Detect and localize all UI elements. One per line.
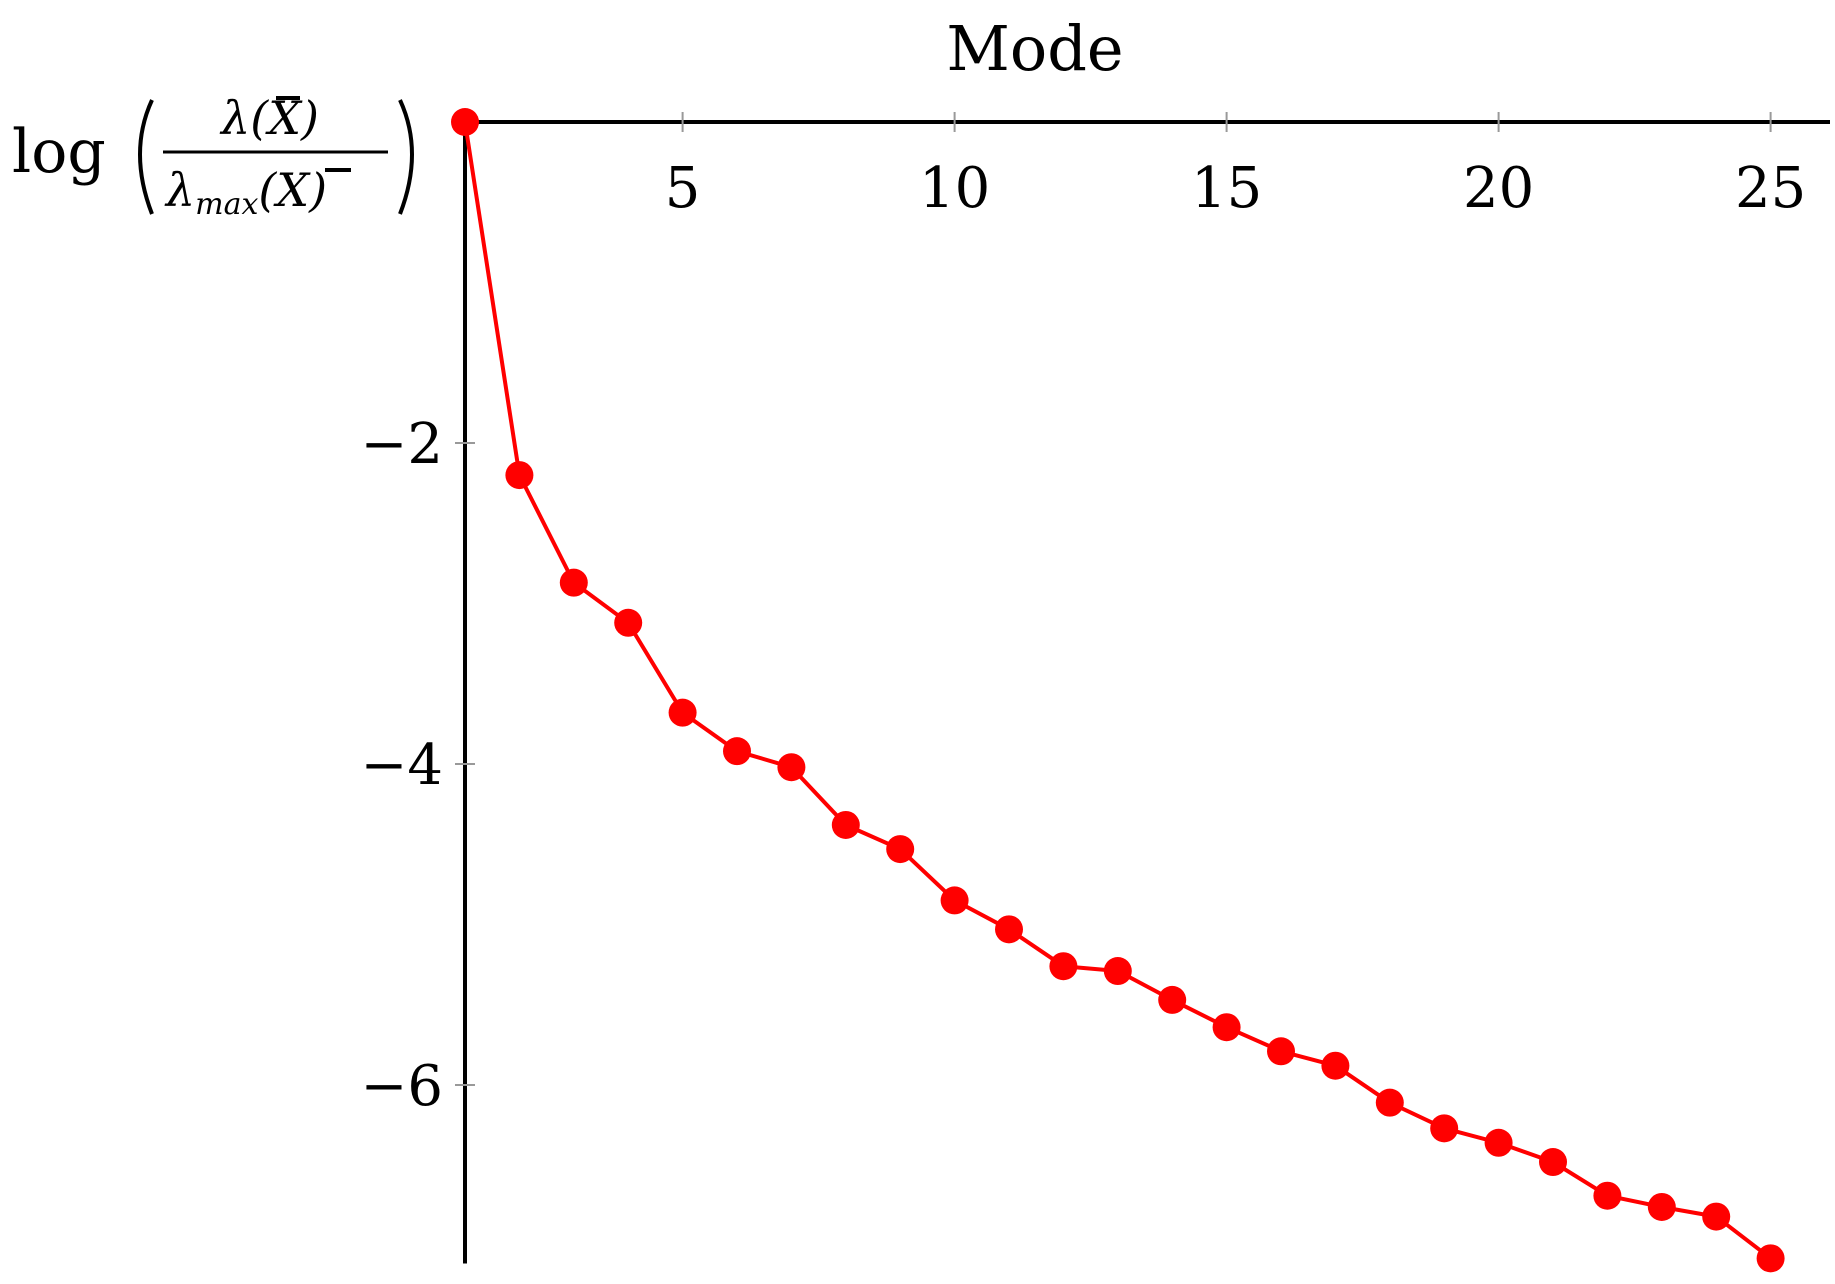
data-point [1647,1192,1676,1221]
data-point [1158,985,1187,1014]
y-axis-title-denominator-arg: (X) [258,163,327,217]
x-tick-label: 5 [665,156,701,221]
data-point [1375,1088,1404,1117]
x-tick-label: 10 [919,156,990,221]
y-tick-label: −2 [360,412,443,477]
data-point [668,698,697,727]
y-tick-label: −6 [360,1054,443,1119]
x-tick-label: 25 [1735,156,1806,221]
y-axis-title-right-paren [398,99,414,215]
data-point [777,753,806,782]
data-point [1321,1051,1350,1080]
data-point [505,461,534,490]
data-point [614,608,643,637]
x-axis-title: Mode [946,12,1123,85]
data-point [1430,1114,1459,1143]
data-point [1702,1202,1731,1231]
ticks: 5 10 15 20 25 −2 −4 −6 [360,112,1806,1119]
data-point [1267,1037,1295,1066]
data-point [1756,1244,1785,1273]
y-axis-title-denominator-lambda: λ [164,163,195,217]
y-tick-label: −4 [360,733,443,798]
data-point [451,108,479,136]
data-point [886,835,915,864]
data-point [723,737,751,766]
y-axis-title-log: log [12,117,106,187]
data-point [1103,957,1132,986]
x-tick-label: 15 [1191,156,1262,221]
y-axis-title-denominator: λmax(X) [164,163,327,222]
y-axis-title: log λ(X) λmax(X) [12,91,414,222]
data-point [1484,1128,1513,1157]
y-axis-title-denominator-sub: max [195,187,258,222]
axes [463,120,1830,1264]
data-point [1212,1013,1241,1042]
data-point [559,568,588,597]
series-line [463,121,1772,1260]
data-point [1593,1181,1622,1210]
y-axis-title-numerator: λ(X) [219,91,319,145]
y-axis-title-left-paren [138,99,154,215]
data-point [1049,952,1078,981]
data-point [1539,1148,1567,1177]
data-point [995,915,1023,944]
x-tick-label: 20 [1463,156,1534,221]
data-point [831,810,860,839]
series [451,108,1785,1273]
data-point [940,886,969,915]
